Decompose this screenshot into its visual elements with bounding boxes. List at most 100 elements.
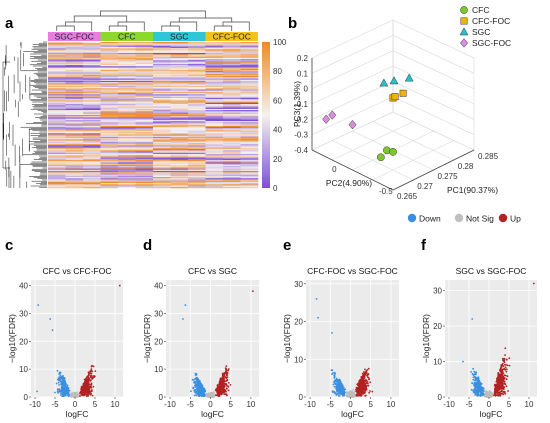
heatmap-cell [100, 121, 119, 123]
heatmap-cell [240, 151, 259, 154]
heatmap-cell [170, 160, 189, 162]
heatmap-cell [118, 102, 136, 105]
heatmap-cell [223, 177, 241, 179]
heatmap-cell [240, 106, 259, 108]
point-up [227, 382, 230, 384]
point-down [199, 381, 202, 384]
heatmap-cell [223, 95, 241, 98]
heatmap-cell [65, 129, 84, 132]
heatmap-cell [83, 129, 101, 132]
heatmap-cell [65, 62, 84, 65]
heatmap-cell [65, 169, 84, 172]
heatmap-cell [240, 56, 259, 59]
heatmap-cell [240, 74, 259, 77]
point-down [479, 387, 482, 389]
point-up [505, 358, 508, 361]
heatmap-cell [188, 111, 206, 113]
heatmap-cell [118, 90, 136, 93]
point-down [61, 389, 63, 392]
heatmap-cell [65, 185, 84, 188]
heatmap-cell [100, 104, 119, 106]
heatmap-cell [223, 65, 241, 67]
heatmap-cell [153, 43, 171, 45]
heatmap-cell [188, 54, 206, 56]
heatmap-cell [205, 119, 224, 122]
heatmap-cell [100, 141, 119, 144]
point-not-sig [77, 395, 80, 397]
heatmap-cell [135, 68, 154, 71]
x-tick-label: -5 [187, 400, 195, 409]
heatmap-cell [153, 144, 171, 146]
heatmap-cell [83, 48, 101, 50]
point-down [201, 392, 204, 394]
heatmap-cell [118, 94, 136, 96]
heatmap-cell [100, 163, 119, 166]
heatmap-cell [83, 97, 101, 100]
point-up [225, 377, 228, 380]
heatmap-cell [188, 72, 206, 74]
heatmap-cell [223, 174, 241, 177]
heatmap-cell [205, 76, 224, 78]
dendro-branch [100, 10, 206, 18]
point-up [90, 369, 93, 372]
point-down [59, 390, 62, 393]
heatmap-cell [205, 145, 224, 147]
heatmap-cell [48, 117, 66, 119]
heatmap-cell [153, 160, 171, 162]
heatmap-cell [135, 124, 154, 127]
heatmap-cell [65, 139, 84, 141]
heatmap-cell [223, 99, 241, 101]
heatmap-cell [188, 56, 206, 59]
heatmap-cell [100, 167, 119, 169]
point-outlier [532, 282, 535, 285]
heatmap-cell [100, 55, 119, 57]
heatmap-cell [205, 174, 224, 177]
heatmap-cell [205, 158, 224, 161]
heatmap-cell [188, 158, 206, 161]
heatmap-cell [65, 172, 84, 174]
heatmap-cell [65, 77, 84, 79]
dendro-branch [178, 17, 233, 22]
heatmap-cell [83, 115, 101, 117]
heatmap-cell [205, 135, 224, 138]
heatmap-cell [223, 149, 241, 151]
point-down [476, 392, 479, 395]
heatmap-cell [240, 80, 259, 83]
heatmap-cell [240, 115, 259, 117]
heatmap-cell [240, 46, 259, 49]
colorbar-tick: 0 [273, 184, 278, 193]
point-down [199, 380, 201, 382]
heatmap-cell [205, 115, 224, 117]
heatmap-cell [240, 94, 259, 96]
heatmap-cell [240, 83, 259, 85]
heatmap-cell [135, 151, 154, 154]
point-down [57, 381, 60, 384]
heatmap-cell [205, 124, 224, 127]
heatmap-cell [118, 169, 136, 172]
heatmap-cell [65, 51, 84, 54]
heatmap-cell [100, 161, 119, 163]
heatmap-cell [223, 123, 241, 126]
heatmap-cell [65, 122, 84, 124]
heatmap-cell [48, 54, 66, 56]
heatmap-cell [153, 122, 171, 124]
heatmap-cell [48, 174, 66, 177]
z-tick-label: 0 [332, 165, 337, 174]
point-down [470, 371, 472, 373]
point-down [61, 395, 64, 398]
point-up [227, 369, 230, 372]
heatmap-cell [188, 178, 206, 180]
point-down [64, 393, 67, 396]
point-up [219, 379, 222, 381]
heatmap-cell [65, 63, 84, 66]
heatmap-cell [118, 167, 136, 169]
heatmap-cell [48, 91, 66, 94]
heatmap-cell [118, 48, 136, 50]
heatmap-cell [240, 161, 259, 163]
heatmap-cell [153, 108, 171, 111]
heatmap-cell [153, 155, 171, 157]
point-down [193, 394, 196, 397]
heatmap-cell [205, 51, 224, 54]
heatmap-cell [118, 138, 136, 140]
